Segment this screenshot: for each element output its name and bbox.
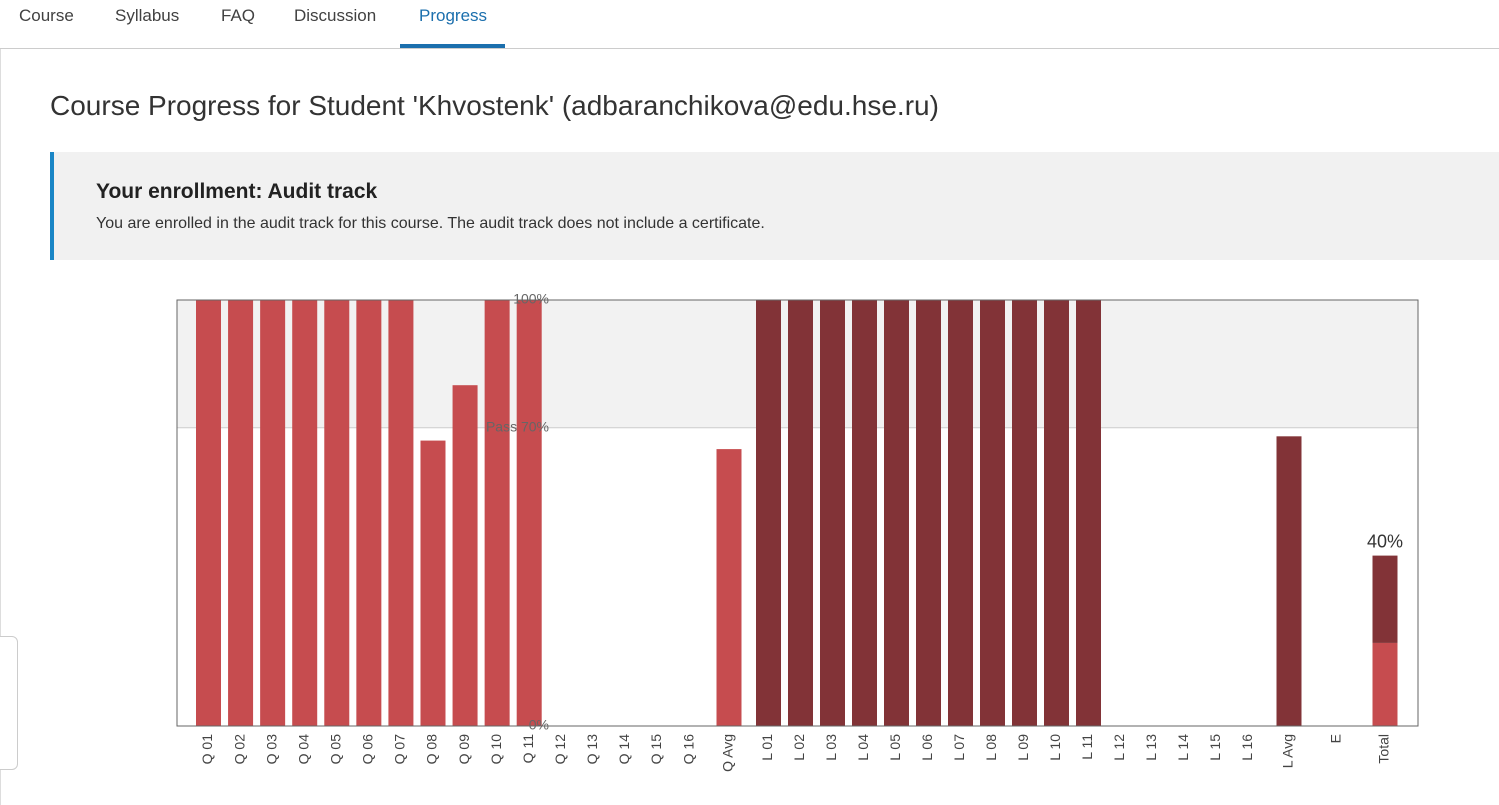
bar xyxy=(324,300,350,726)
y-tick-label: 0% xyxy=(529,717,549,733)
page-title: Course Progress for Student 'Khvostenk' … xyxy=(50,90,939,121)
x-tick-label: L 12 xyxy=(1111,734,1127,761)
plot-border xyxy=(176,299,1419,727)
x-tick-label: L 10 xyxy=(1047,734,1063,761)
bar xyxy=(356,300,382,726)
x-tick-label: L 15 xyxy=(1207,734,1223,761)
side-tab[interactable] xyxy=(0,636,18,770)
bar xyxy=(228,300,254,726)
bar xyxy=(884,300,909,726)
bar xyxy=(948,300,973,726)
enrollment-title: Your enrollment: Audit track xyxy=(96,180,378,203)
x-tick-label: Q 06 xyxy=(360,734,376,765)
x-tick-label: E xyxy=(1328,734,1344,743)
frame-border xyxy=(0,49,1,805)
y-tick-label: 100% xyxy=(513,291,549,307)
bar xyxy=(1372,555,1398,643)
bar xyxy=(1076,300,1101,726)
x-tick-label: L 01 xyxy=(759,734,775,761)
x-tick-label: Q 05 xyxy=(327,734,343,765)
bar xyxy=(852,300,877,726)
bar xyxy=(484,300,510,726)
x-tick-label: Q 10 xyxy=(488,734,504,765)
x-tick-label: L 13 xyxy=(1143,734,1159,761)
tab[interactable]: Course xyxy=(19,6,74,25)
x-tick-label: L 02 xyxy=(791,734,807,761)
total-label: 40% xyxy=(1367,531,1403,551)
x-tick-label: Q 03 xyxy=(263,734,279,765)
tab-underline xyxy=(400,44,505,48)
enrollment-text: You are enrolled in the audit track for … xyxy=(96,215,765,232)
bar xyxy=(1012,300,1037,726)
bar xyxy=(452,385,478,726)
bar xyxy=(292,300,318,726)
bar xyxy=(260,300,286,726)
x-tick-label: L 14 xyxy=(1175,734,1191,761)
bar xyxy=(1276,436,1302,726)
bar xyxy=(388,300,414,726)
bar xyxy=(1044,300,1069,726)
bar xyxy=(1372,642,1398,726)
x-tick-label: Q 02 xyxy=(231,734,247,765)
x-tick-label: Q 15 xyxy=(648,734,664,765)
x-tick-label: L 11 xyxy=(1079,734,1095,760)
bar xyxy=(756,300,781,726)
x-tick-label: L 16 xyxy=(1239,734,1255,761)
x-tick-label: L 09 xyxy=(1015,734,1031,761)
bar xyxy=(516,300,542,726)
x-tick-label: L Avg xyxy=(1280,734,1296,768)
x-tick-label: Total xyxy=(1376,734,1392,764)
tab[interactable]: Discussion xyxy=(294,6,377,25)
x-tick-label: Q 11 xyxy=(520,734,536,764)
bar xyxy=(420,440,446,726)
x-tick-label: L 05 xyxy=(887,734,903,761)
x-tick-label: Q 13 xyxy=(584,734,600,765)
bar xyxy=(788,300,813,726)
bar xyxy=(196,300,221,726)
bar xyxy=(820,300,845,726)
bar xyxy=(716,449,742,726)
x-tick-label: Q 07 xyxy=(392,734,408,765)
bar xyxy=(980,300,1005,726)
x-tick-label: L 06 xyxy=(919,734,935,761)
nav: Course Syllabus FAQ Discussion Progress xyxy=(0,0,1499,49)
x-tick-label: Q 12 xyxy=(552,734,568,765)
x-tick-label: Q Avg xyxy=(720,734,736,772)
tab[interactable]: Syllabus xyxy=(115,6,180,25)
x-tick-label: L 04 xyxy=(855,734,871,761)
tab-active[interactable]: Progress xyxy=(419,6,488,25)
x-tick-label: Q 01 xyxy=(199,734,215,765)
x-tick-label: L 03 xyxy=(823,734,839,761)
x-tick-label: Q 08 xyxy=(424,734,440,765)
x-tick-label: Q 04 xyxy=(295,734,311,765)
x-tick-label: Q 16 xyxy=(680,734,696,765)
y-tick-label: Pass 70% xyxy=(486,419,549,435)
x-tick-label: Q 09 xyxy=(456,734,472,765)
tab[interactable]: FAQ xyxy=(221,6,256,25)
enrollment-box: Your enrollment: Audit track You are enr… xyxy=(50,152,1499,260)
x-tick-label: L 08 xyxy=(983,734,999,761)
x-tick-label: L 07 xyxy=(951,734,967,761)
bar xyxy=(916,300,941,726)
x-tick-label: Q 14 xyxy=(616,734,632,765)
